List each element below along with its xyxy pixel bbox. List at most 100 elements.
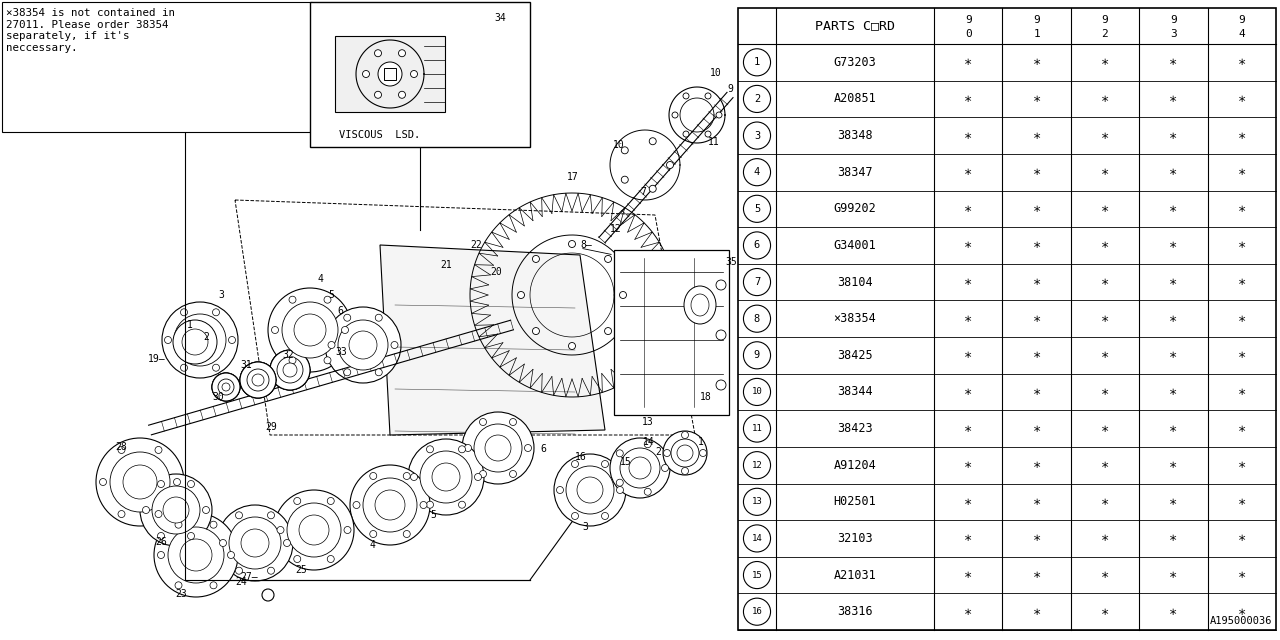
Circle shape (276, 357, 303, 383)
Bar (739, 8, 1276, 630)
Text: 7: 7 (754, 277, 760, 287)
Text: 4: 4 (754, 167, 760, 177)
Bar (3, 2, 312, 132)
Text: ∗: ∗ (1169, 422, 1178, 436)
Circle shape (212, 364, 219, 371)
Text: ∗: ∗ (1101, 568, 1110, 582)
Circle shape (375, 50, 381, 57)
Text: ∗: ∗ (1169, 568, 1178, 582)
Text: 2: 2 (754, 94, 760, 104)
Circle shape (375, 490, 404, 520)
Text: 16: 16 (575, 452, 586, 462)
Circle shape (328, 556, 334, 563)
Ellipse shape (241, 362, 276, 398)
Text: ∗: ∗ (1238, 55, 1245, 69)
Circle shape (118, 447, 125, 454)
Text: ∗: ∗ (1169, 275, 1178, 289)
Text: 31: 31 (241, 360, 252, 370)
Circle shape (420, 451, 472, 503)
Circle shape (293, 497, 301, 504)
Circle shape (426, 501, 434, 508)
Ellipse shape (270, 350, 310, 390)
Text: ∗: ∗ (1238, 202, 1245, 216)
Circle shape (705, 131, 710, 137)
Text: ∗: ∗ (1101, 458, 1110, 472)
Text: 38344: 38344 (837, 385, 873, 399)
Text: G73203: G73203 (833, 56, 877, 69)
Circle shape (532, 328, 539, 335)
Text: ∗: ∗ (1033, 129, 1041, 143)
Text: G99202: G99202 (833, 202, 877, 215)
Circle shape (744, 159, 771, 186)
Circle shape (157, 532, 165, 540)
Circle shape (236, 567, 242, 574)
Circle shape (300, 515, 329, 545)
Circle shape (212, 308, 219, 316)
Circle shape (118, 511, 125, 518)
Text: 20: 20 (490, 267, 502, 277)
Text: 30: 30 (212, 392, 224, 402)
Circle shape (716, 112, 722, 118)
Text: ∗: ∗ (964, 165, 973, 179)
Circle shape (163, 497, 189, 523)
Circle shape (283, 363, 297, 377)
Text: 25: 25 (294, 565, 307, 575)
Text: ∗: ∗ (1101, 531, 1110, 545)
Circle shape (344, 314, 351, 321)
Circle shape (283, 540, 291, 547)
Text: ∗: ∗ (1169, 165, 1178, 179)
Text: ∗: ∗ (1101, 385, 1110, 399)
Circle shape (557, 486, 563, 493)
Circle shape (175, 582, 182, 589)
Text: 5: 5 (754, 204, 760, 214)
Text: ∗: ∗ (1101, 165, 1110, 179)
Circle shape (485, 435, 511, 461)
Text: 23: 23 (175, 589, 187, 599)
Text: VISCOUS  LSD.: VISCOUS LSD. (339, 130, 421, 140)
Circle shape (282, 302, 338, 358)
Text: 14: 14 (751, 534, 763, 543)
Text: A20851: A20851 (833, 92, 877, 106)
Text: 19—: 19— (148, 354, 165, 364)
Circle shape (276, 527, 284, 534)
Text: ∗: ∗ (1169, 55, 1178, 69)
Circle shape (180, 308, 187, 316)
Circle shape (221, 383, 230, 391)
Text: ∗: ∗ (1238, 568, 1245, 582)
Circle shape (142, 506, 150, 513)
Circle shape (571, 461, 579, 467)
Text: ∗: ∗ (964, 92, 973, 106)
Circle shape (182, 329, 207, 355)
Text: 4: 4 (1239, 29, 1245, 39)
Circle shape (705, 93, 710, 99)
Circle shape (252, 374, 264, 386)
Text: ∗: ∗ (964, 605, 973, 619)
Text: H02501: H02501 (833, 495, 877, 508)
Circle shape (681, 431, 689, 438)
Circle shape (475, 474, 481, 481)
Text: 4: 4 (370, 540, 376, 550)
Circle shape (210, 521, 218, 528)
Text: 32: 32 (282, 350, 293, 360)
Circle shape (621, 147, 628, 154)
Circle shape (155, 447, 163, 454)
Text: 13: 13 (643, 417, 654, 427)
Text: 6: 6 (754, 241, 760, 250)
Text: 27—: 27— (241, 572, 257, 582)
Text: 11: 11 (708, 137, 719, 147)
Circle shape (324, 357, 332, 364)
Circle shape (568, 241, 576, 248)
Text: ∗: ∗ (1033, 385, 1041, 399)
Circle shape (426, 446, 434, 452)
Text: 3: 3 (218, 290, 224, 300)
Circle shape (566, 466, 614, 514)
Circle shape (174, 314, 227, 366)
Circle shape (621, 176, 628, 183)
Circle shape (325, 307, 401, 383)
Circle shape (684, 131, 689, 137)
Text: 9: 9 (1239, 15, 1245, 24)
Text: ∗: ∗ (1033, 458, 1041, 472)
Text: ∗: ∗ (1101, 605, 1110, 619)
Circle shape (744, 195, 771, 222)
Text: ∗: ∗ (1238, 129, 1245, 143)
